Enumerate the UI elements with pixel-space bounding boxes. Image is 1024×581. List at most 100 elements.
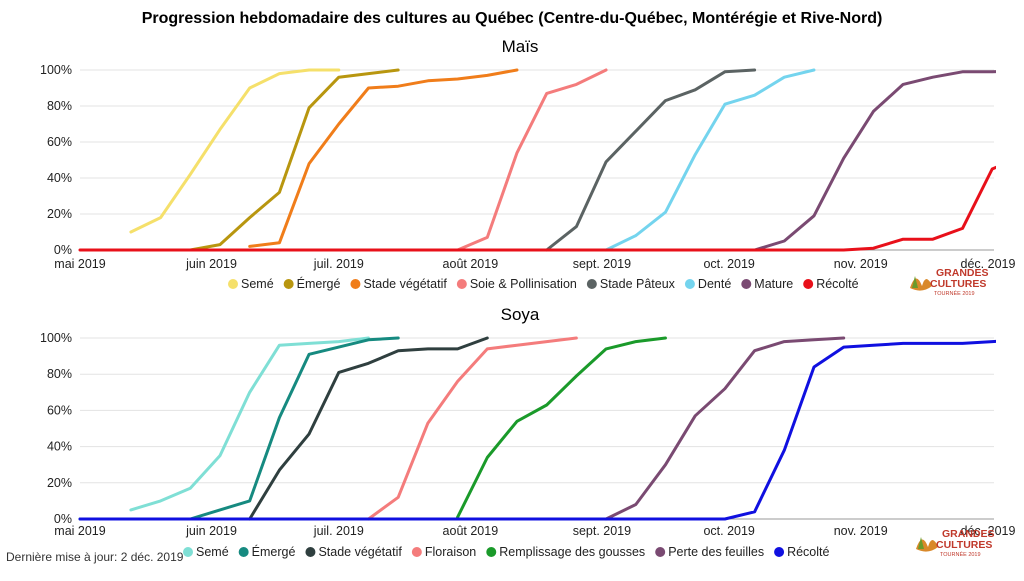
- legend-item: Stade végétatif: [350, 277, 447, 291]
- series-line: [753, 70, 996, 252]
- x-tick-label: juil. 2019: [313, 524, 364, 538]
- legend-swatch: [486, 547, 497, 557]
- legend-swatch: [684, 279, 695, 289]
- x-tick-label: oct. 2019: [703, 524, 754, 538]
- series-line: [248, 336, 489, 521]
- x-tick-label: août 2019: [443, 524, 499, 538]
- series-line: [78, 339, 996, 521]
- y-tick-label: 80%: [47, 367, 72, 381]
- legend-swatch: [283, 279, 294, 289]
- y-tick-label: 80%: [47, 99, 72, 113]
- x-tick-label: juin 2019: [185, 257, 237, 271]
- legend-label: Stade Pâteux: [600, 277, 676, 291]
- legend-label: Émergé: [297, 276, 341, 291]
- main-title: Progression hebdomadaire des cultures au…: [142, 10, 883, 27]
- legend-swatch: [183, 547, 193, 557]
- series-line: [129, 68, 341, 234]
- y-tick-label: 60%: [47, 403, 72, 417]
- x-tick-label: juin 2019: [185, 524, 237, 538]
- legend-label: Soie & Pollinisation: [470, 277, 577, 291]
- x-tick-label: juil. 2019: [313, 257, 364, 271]
- y-tick-label: 60%: [47, 135, 72, 149]
- legend-swatch: [350, 279, 361, 289]
- legend-swatch: [411, 547, 422, 557]
- legend-item: Perte des feuilles: [655, 545, 764, 559]
- x-tick-label: sept. 2019: [573, 257, 631, 271]
- legend-swatch: [228, 279, 238, 289]
- legend-swatch: [586, 279, 597, 289]
- legend-swatch: [655, 547, 666, 557]
- legend-label: Mature: [754, 277, 793, 291]
- svg-text:GRANDES: GRANDES: [942, 528, 995, 540]
- legend-item: Émergé: [283, 276, 341, 291]
- legend-label: Semé: [241, 277, 274, 291]
- legend-item: Semé: [228, 277, 274, 291]
- legend-label: Stade végétatif: [363, 277, 447, 291]
- x-tick-label: nov. 2019: [834, 257, 888, 271]
- legend-item: Récolté: [774, 545, 830, 559]
- x-tick-label: nov. 2019: [834, 524, 888, 538]
- svg-text:GRANDES: GRANDES: [936, 267, 989, 279]
- x-tick-label: oct. 2019: [703, 257, 754, 271]
- legend-label: Floraison: [425, 545, 476, 559]
- x-tick-label: déc. 2019: [961, 257, 1016, 271]
- legend-item: Mature: [741, 277, 793, 291]
- y-tick-label: 0%: [54, 512, 72, 526]
- series-line: [604, 68, 816, 252]
- legend-swatch: [238, 547, 249, 557]
- legend-item: Récolté: [803, 277, 859, 291]
- legend-item: Stade Pâteux: [586, 277, 676, 291]
- series-line: [456, 68, 608, 252]
- series-line: [367, 336, 578, 521]
- y-tick-label: 100%: [40, 331, 72, 345]
- y-tick-label: 20%: [47, 207, 72, 221]
- last-update-note: Dernière mise à jour: 2 déc. 2019: [6, 550, 184, 564]
- legend-label: Denté: [698, 277, 731, 291]
- legend-label: Semé: [196, 545, 229, 559]
- y-tick-label: 20%: [47, 476, 72, 490]
- series-line: [248, 68, 519, 248]
- legend-label: Remplissage des gousses: [499, 545, 645, 559]
- legend-swatch: [741, 279, 752, 289]
- legend-label: Stade végétatif: [318, 545, 402, 559]
- series-line: [604, 336, 846, 521]
- svg-text:CULTURES: CULTURES: [930, 278, 986, 290]
- series-line: [78, 165, 996, 252]
- chart-title: Soya: [501, 305, 540, 324]
- charts-layer: Maïs 0% 20% 40% 60% 80% 100% mai 2019 juin 2019 j…: [40, 37, 1016, 559]
- series-line: [159, 68, 400, 252]
- x-tick-label: mai 2019: [54, 524, 105, 538]
- series-line: [129, 336, 370, 512]
- y-tick-label: 100%: [40, 63, 72, 77]
- y-tick-label: 40%: [47, 171, 72, 185]
- x-tick-label: déc. 2019: [961, 524, 1016, 538]
- svg-text:CULTURES: CULTURES: [936, 539, 992, 551]
- series-line: [545, 68, 757, 252]
- legend-swatch: [803, 279, 814, 289]
- legend-label: Émergé: [252, 544, 296, 559]
- legend-item: Floraison: [411, 545, 476, 559]
- legend-item: Émergé: [238, 544, 296, 559]
- svg-text:TOURNÉE 2019: TOURNÉE 2019: [934, 290, 975, 297]
- x-tick-label: août 2019: [443, 257, 499, 271]
- legend-item: Stade végétatif: [305, 545, 402, 559]
- chart-panel: Maïs 0% 20% 40% 60% 80% 100% mai 2019 juin 2019 j…: [40, 37, 1016, 297]
- x-tick-label: mai 2019: [54, 257, 105, 271]
- series-line: [456, 336, 667, 519]
- legend-item: Remplissage des gousses: [486, 545, 645, 559]
- legend-label: Perte des feuilles: [668, 545, 764, 559]
- svg-text:TOURNÉE 2019: TOURNÉE 2019: [940, 551, 981, 558]
- legend-item: Soie & Pollinisation: [456, 277, 577, 291]
- legend-item: Semé: [183, 545, 229, 559]
- y-tick-label: 0%: [54, 243, 72, 257]
- legend-label: Récolté: [787, 545, 829, 559]
- y-tick-label: 40%: [47, 440, 72, 454]
- chart-title: Maïs: [502, 37, 539, 56]
- legend-swatch: [774, 547, 785, 557]
- chart-panel: Soya 0% 20% 40% 60% 80% 100% mai 2019 juin 2019 j…: [40, 305, 1016, 559]
- legend-swatch: [456, 279, 467, 289]
